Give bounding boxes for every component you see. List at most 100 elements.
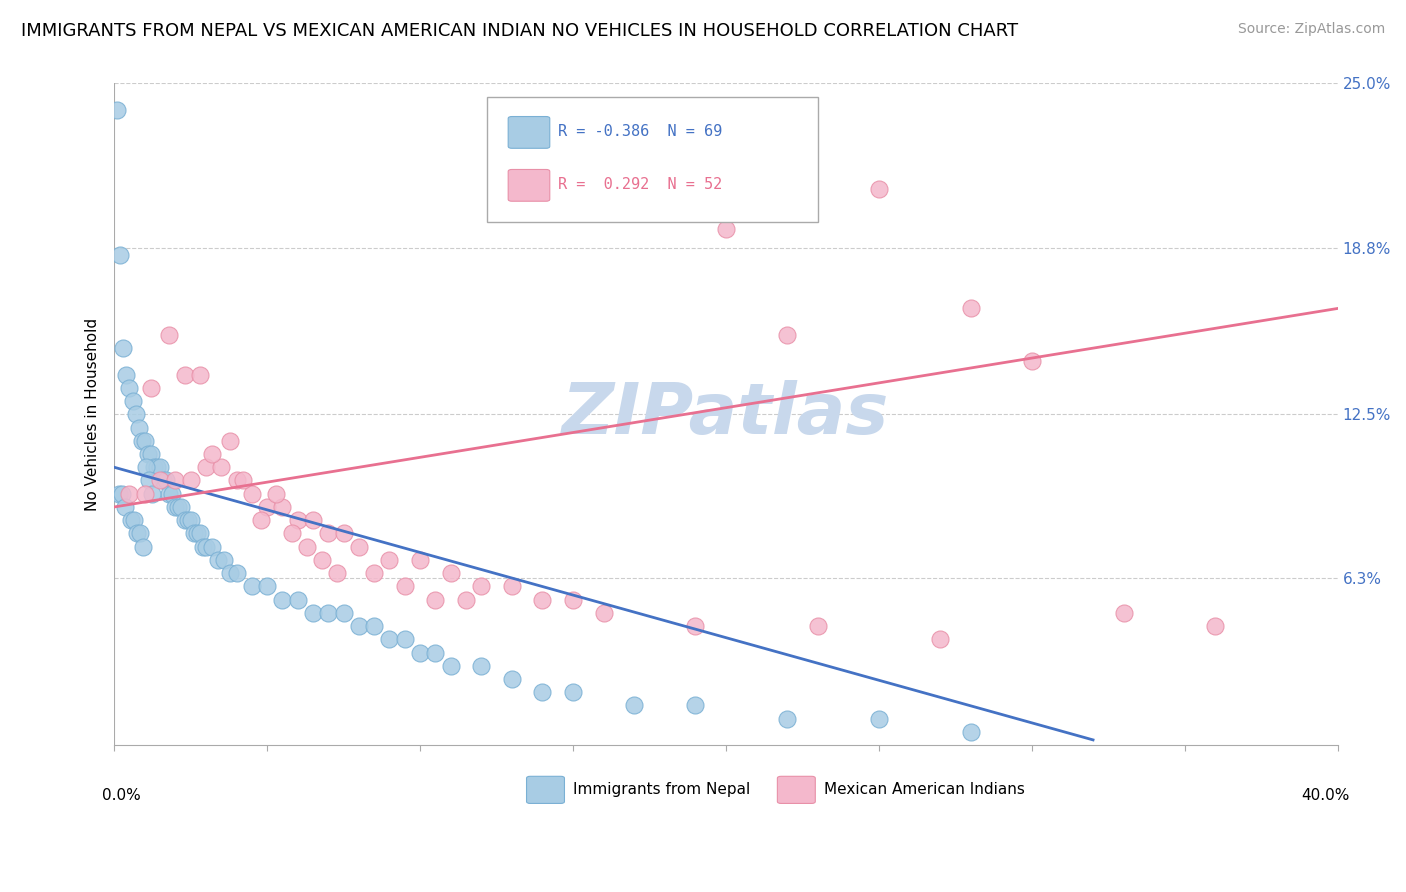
Point bbox=[318, 526, 340, 541]
Point bbox=[425, 646, 447, 660]
Point bbox=[170, 500, 193, 514]
Point bbox=[409, 646, 432, 660]
Point bbox=[186, 526, 208, 541]
Point bbox=[173, 513, 195, 527]
Point bbox=[121, 394, 143, 409]
Point bbox=[250, 513, 273, 527]
Point bbox=[454, 592, 477, 607]
Point bbox=[142, 460, 165, 475]
Point bbox=[501, 672, 523, 686]
Point bbox=[131, 434, 153, 448]
Point bbox=[180, 513, 202, 527]
Point bbox=[134, 487, 156, 501]
Point bbox=[714, 222, 737, 236]
Point bbox=[378, 632, 401, 647]
Text: Mexican American Indians: Mexican American Indians bbox=[824, 782, 1025, 797]
Point bbox=[470, 579, 492, 593]
Point bbox=[188, 368, 211, 382]
Point bbox=[959, 725, 981, 739]
Point bbox=[332, 606, 354, 620]
Y-axis label: No Vehicles in Household: No Vehicles in Household bbox=[86, 318, 100, 511]
Point bbox=[868, 182, 890, 196]
Point bbox=[302, 513, 325, 527]
Point bbox=[149, 474, 172, 488]
Point bbox=[347, 540, 370, 554]
Point bbox=[868, 712, 890, 726]
Point bbox=[531, 685, 554, 699]
Point bbox=[326, 566, 349, 581]
Point bbox=[111, 487, 134, 501]
Point bbox=[149, 460, 172, 475]
Point bbox=[501, 579, 523, 593]
Point bbox=[136, 447, 159, 461]
Point bbox=[531, 592, 554, 607]
Point bbox=[685, 698, 707, 713]
Point bbox=[114, 500, 136, 514]
Point bbox=[1021, 354, 1043, 368]
Point bbox=[232, 474, 254, 488]
Point bbox=[191, 540, 214, 554]
Point bbox=[107, 487, 129, 501]
Point bbox=[332, 526, 354, 541]
Point bbox=[240, 487, 263, 501]
Point bbox=[219, 434, 242, 448]
Point bbox=[363, 566, 385, 581]
Point bbox=[776, 712, 799, 726]
Point bbox=[776, 327, 799, 342]
Point bbox=[219, 566, 242, 581]
Point bbox=[139, 381, 162, 395]
Point bbox=[167, 500, 190, 514]
FancyBboxPatch shape bbox=[508, 169, 550, 202]
Point bbox=[118, 487, 141, 501]
Point bbox=[562, 685, 585, 699]
Point bbox=[225, 566, 247, 581]
Point bbox=[807, 619, 830, 633]
Point bbox=[409, 553, 432, 567]
Point bbox=[128, 420, 150, 434]
Point bbox=[271, 592, 294, 607]
Point bbox=[124, 407, 146, 421]
Point bbox=[378, 553, 401, 567]
Point bbox=[256, 579, 278, 593]
Point bbox=[685, 619, 707, 633]
Point bbox=[115, 368, 138, 382]
Text: Source: ZipAtlas.com: Source: ZipAtlas.com bbox=[1237, 22, 1385, 37]
Point bbox=[183, 526, 205, 541]
Point bbox=[180, 474, 202, 488]
Point bbox=[287, 513, 309, 527]
Point bbox=[129, 526, 152, 541]
Point bbox=[295, 540, 318, 554]
Point bbox=[394, 632, 416, 647]
Point bbox=[157, 487, 180, 501]
FancyBboxPatch shape bbox=[508, 117, 550, 148]
Point bbox=[225, 474, 247, 488]
Point bbox=[120, 513, 142, 527]
Text: Immigrants from Nepal: Immigrants from Nepal bbox=[574, 782, 751, 797]
Point bbox=[311, 553, 333, 567]
Text: 40.0%: 40.0% bbox=[1302, 789, 1350, 803]
Text: R =  0.292  N = 52: R = 0.292 N = 52 bbox=[558, 177, 723, 192]
Point bbox=[394, 579, 416, 593]
Point bbox=[1112, 606, 1135, 620]
Point bbox=[141, 487, 163, 501]
Point bbox=[165, 500, 187, 514]
Point bbox=[138, 474, 160, 488]
Text: 0.0%: 0.0% bbox=[103, 789, 141, 803]
Point bbox=[318, 606, 340, 620]
Point bbox=[162, 487, 184, 501]
Point bbox=[207, 553, 229, 567]
Point bbox=[425, 592, 447, 607]
Point bbox=[623, 195, 645, 210]
Point bbox=[256, 500, 278, 514]
Point bbox=[188, 526, 211, 541]
Text: R = -0.386  N = 69: R = -0.386 N = 69 bbox=[558, 124, 723, 139]
Point bbox=[214, 553, 236, 567]
Text: IMMIGRANTS FROM NEPAL VS MEXICAN AMERICAN INDIAN NO VEHICLES IN HOUSEHOLD CORREL: IMMIGRANTS FROM NEPAL VS MEXICAN AMERICA… bbox=[21, 22, 1018, 40]
Point bbox=[110, 248, 132, 262]
Point bbox=[134, 434, 156, 448]
Point bbox=[280, 526, 302, 541]
Point bbox=[132, 540, 155, 554]
Point bbox=[173, 368, 195, 382]
Point bbox=[440, 658, 463, 673]
Point bbox=[122, 513, 145, 527]
